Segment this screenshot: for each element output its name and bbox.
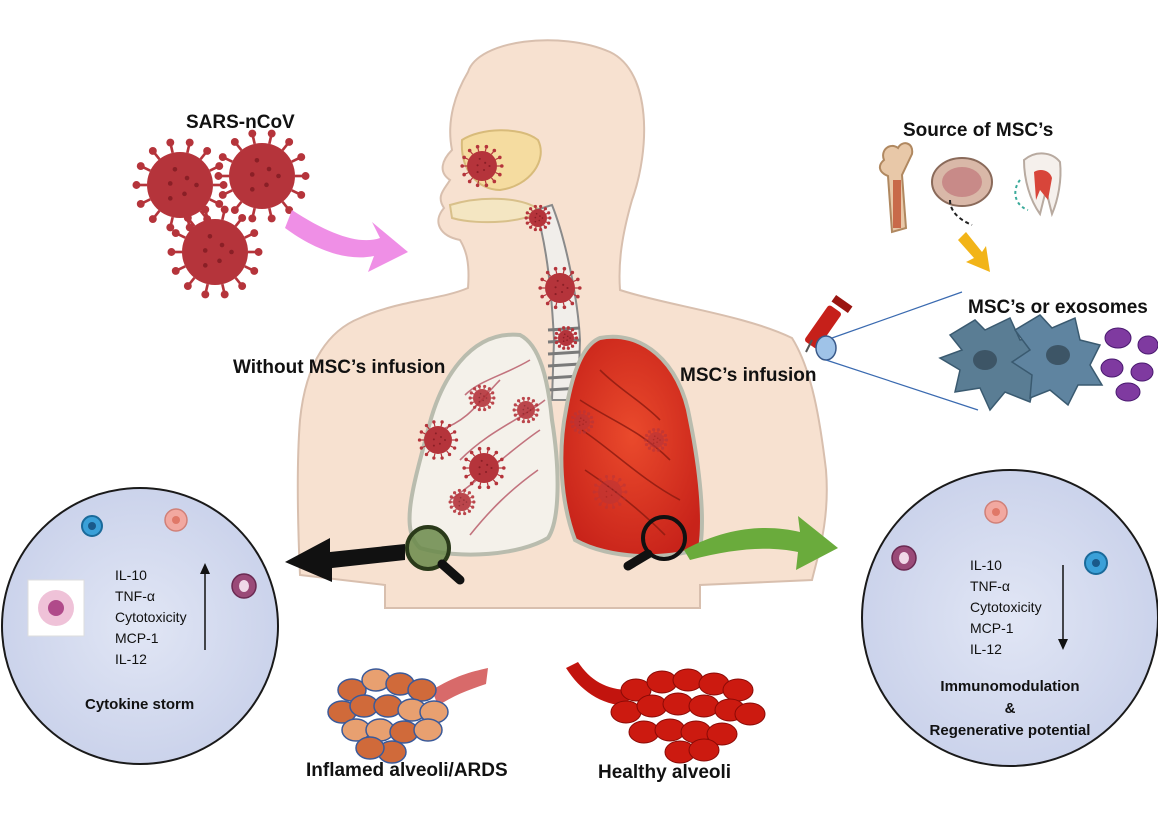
- alveolus: [610, 700, 642, 724]
- virus-icon: [468, 384, 496, 412]
- right-marker-list: IL-10 TNF-α Cytotoxicity MCP-1 IL-12: [970, 555, 1042, 660]
- marker-item: IL-12: [970, 641, 1002, 657]
- virus-icon: [524, 204, 552, 232]
- black-arrow: [285, 538, 405, 582]
- alveolus: [672, 668, 704, 692]
- msc-cells: [938, 314, 1104, 412]
- alveolus: [688, 738, 720, 762]
- pink-arrow: [285, 210, 408, 272]
- virus-particles: [132, 129, 669, 516]
- msc-exosomes-label: MSC’s or exosomes: [968, 297, 1148, 318]
- virus-icon: [417, 420, 459, 460]
- alveolus: [654, 718, 686, 742]
- alveolus: [407, 678, 437, 702]
- green-arrow: [684, 516, 838, 570]
- healthy-label: Healthy alveoli: [598, 762, 732, 783]
- right-caption-line1: Immunomodulation: [940, 678, 1080, 695]
- virus-icon: [460, 144, 504, 188]
- alveolus: [373, 694, 403, 718]
- without-infusion-label: Without MSC’s infusion: [233, 357, 446, 378]
- marker-item: IL-12: [115, 651, 147, 667]
- alveolus: [706, 722, 738, 746]
- virus-icon: [132, 138, 228, 232]
- right-panel: [861, 469, 1158, 767]
- with-infusion-label: MSC’s infusion: [680, 365, 817, 386]
- right-caption: Immunomodulation & Regenerative potentia…: [890, 676, 1130, 742]
- syringe-icon: [805, 294, 853, 361]
- zoom-line-bottom: [825, 359, 979, 411]
- left-panel: [1, 487, 279, 765]
- alveolus: [688, 694, 720, 718]
- virus-icon: [462, 446, 506, 490]
- alveolus: [636, 694, 668, 718]
- yellow-arrow: [958, 232, 990, 272]
- placenta-icon: [931, 157, 993, 226]
- alveolus: [646, 670, 678, 694]
- virus-icon: [569, 410, 595, 434]
- right-caption-line3: Regenerative potential: [929, 722, 1091, 739]
- alveolus: [628, 720, 660, 744]
- virus-icon: [643, 428, 669, 452]
- alveolus: [361, 668, 391, 692]
- alveolus: [734, 702, 766, 726]
- marker-item: TNF-α: [970, 578, 1010, 594]
- tooth-icon: [1014, 152, 1062, 218]
- bone-icon: [878, 142, 914, 234]
- magnifier-right: [623, 515, 687, 571]
- inflamed-alveoli: [327, 668, 488, 764]
- inflamed-label: Inflamed alveoli/ARDS: [306, 760, 508, 781]
- virus-icon: [448, 488, 476, 516]
- virus-icon: [538, 266, 582, 310]
- exosomes: [1100, 327, 1158, 402]
- source-label: Source of MSC’s: [903, 120, 1054, 141]
- marker-item: Cytotoxicity: [970, 599, 1042, 615]
- alveolus: [722, 678, 754, 702]
- marker-item: MCP-1: [970, 620, 1014, 636]
- marker-item: IL-10: [970, 557, 1002, 573]
- virus-icon: [512, 396, 540, 424]
- left-caption: Cytokine storm: [85, 696, 195, 713]
- zoom-line-top: [831, 291, 963, 339]
- healthy-alveoli: [566, 662, 766, 764]
- alveolus: [413, 718, 443, 742]
- virus-icon: [214, 129, 310, 223]
- virus-label: SARS-nCoV: [186, 112, 295, 133]
- virus-icon: [553, 326, 579, 350]
- right-caption-line2: &: [1004, 700, 1016, 717]
- alveolus: [662, 692, 694, 716]
- marker-item: MCP-1: [115, 630, 159, 646]
- marker-item: IL-10: [115, 567, 147, 583]
- virus-icon: [167, 205, 263, 299]
- marker-item: TNF-α: [115, 588, 155, 604]
- magnifier-left: [405, 525, 465, 585]
- left-marker-list: IL-10 TNF-α Cytotoxicity MCP-1 IL-12: [115, 565, 187, 670]
- alveolus: [355, 736, 385, 760]
- virus-icon: [592, 474, 628, 510]
- marker-item: Cytotoxicity: [115, 609, 187, 625]
